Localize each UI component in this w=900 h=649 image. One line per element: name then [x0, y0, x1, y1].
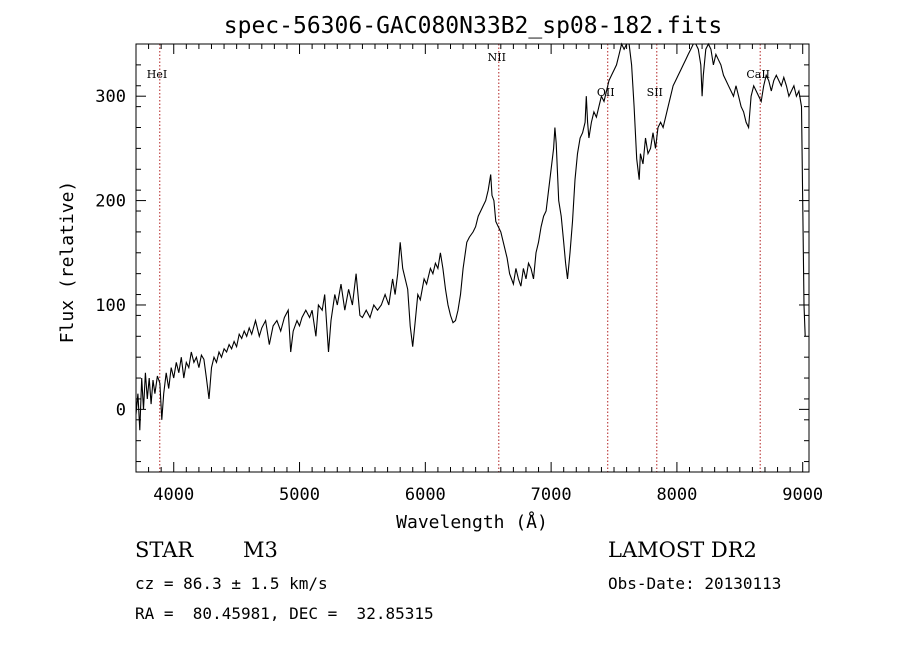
- line-label-hei: HeI: [147, 68, 167, 81]
- line-label-sii: SII: [647, 86, 663, 99]
- x-tick-label: 6000: [405, 485, 446, 505]
- spectrum-line: [135, 42, 806, 431]
- spectral-subclass: M3: [243, 538, 278, 562]
- plot-frame: [135, 43, 810, 473]
- y-axis-label: Flux (relative): [57, 181, 78, 344]
- object-type: STAR: [135, 538, 194, 562]
- y-tick-label: 300: [95, 87, 126, 107]
- coordinates: RA = 80.45981, DEC = 32.85315: [135, 604, 434, 623]
- line-label-caii: CaII: [746, 68, 770, 81]
- y-tick-label: 100: [95, 296, 126, 316]
- x-tick-label: 9000: [782, 485, 823, 505]
- survey-name: LAMOST DR2: [608, 538, 757, 562]
- x-axis-label: Wavelength (Å): [396, 511, 548, 533]
- y-tick-label: 200: [95, 192, 126, 212]
- y-tick-label: 0: [116, 400, 126, 420]
- line-label-nii: NII: [488, 51, 506, 64]
- chart-title: spec-56306-GAC080N33B2_sp08-182.fits: [224, 13, 723, 39]
- x-tick-label: 7000: [531, 485, 572, 505]
- x-tick-label: 8000: [656, 485, 697, 505]
- x-tick-label: 5000: [279, 485, 320, 505]
- redshift-cz: cz = 86.3 ± 1.5 km/s: [135, 574, 328, 593]
- x-tick-label: 4000: [153, 485, 194, 505]
- obs-date: Obs-Date: 20130113: [608, 574, 782, 593]
